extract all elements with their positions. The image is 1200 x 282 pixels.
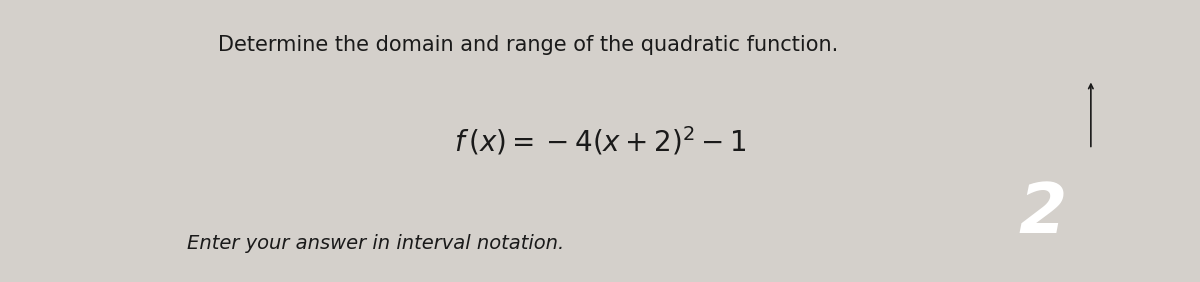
Text: $f\,(x) = -4(x + 2)^2 - 1$: $f\,(x) = -4(x + 2)^2 - 1$ (454, 125, 746, 157)
Text: Determine the domain and range of the quadratic function.: Determine the domain and range of the qu… (218, 35, 839, 55)
Text: 2: 2 (1019, 180, 1067, 247)
Text: Enter your answer in interval notation.: Enter your answer in interval notation. (187, 234, 564, 253)
